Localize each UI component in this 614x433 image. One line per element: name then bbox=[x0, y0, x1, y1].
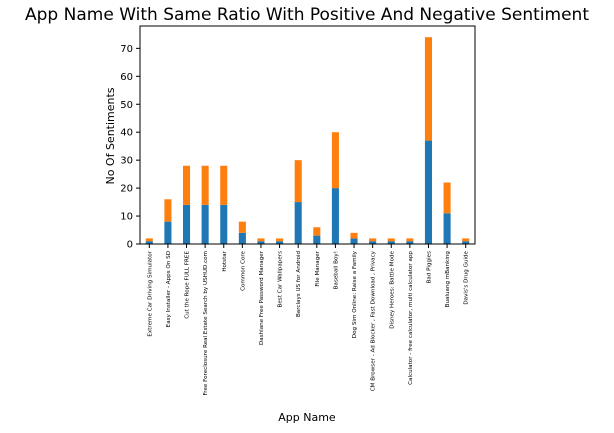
y-tick-label: 50 bbox=[120, 100, 133, 111]
x-tick-label: Baseball Boy! bbox=[333, 251, 339, 289]
x-tick-label: Easy Installer - Apps On SD bbox=[166, 251, 172, 327]
bar-segment-series-1 bbox=[387, 241, 395, 244]
x-tick-label: Extreme Car Driving Simulator bbox=[147, 250, 153, 336]
bar-segment-series-2 bbox=[145, 238, 153, 242]
x-axis-label: App Name bbox=[278, 411, 336, 424]
x-tick-label: Cut the Rope FULL FREE bbox=[185, 251, 191, 319]
bar-segment-series-2 bbox=[406, 238, 414, 242]
bar-segment-series-1 bbox=[257, 241, 265, 244]
bar-segment-series-1 bbox=[145, 241, 153, 244]
bar-segment-series-2 bbox=[294, 160, 302, 203]
x-tick-label: Common Core bbox=[240, 250, 246, 290]
bar-segment-series-1 bbox=[350, 238, 358, 244]
bar-segment-series-2 bbox=[257, 238, 265, 242]
y-tick-label: 70 bbox=[120, 44, 133, 55]
x-tick-label: Barclays US for Android bbox=[296, 251, 302, 317]
bar-segment-series-2 bbox=[369, 238, 377, 242]
bar-segment-series-1 bbox=[164, 221, 172, 244]
plot-area: 0 10 20 30 40 50 60 70 Extreme Car Driving Simul… bbox=[120, 25, 476, 396]
x-tick-label: Davis's Drug Guide bbox=[464, 250, 470, 304]
bar-segment-series-1 bbox=[331, 188, 339, 244]
bar-segment-series-2 bbox=[424, 37, 433, 141]
bar-segment-series-1 bbox=[313, 235, 321, 244]
bar-segment-series-2 bbox=[331, 132, 339, 189]
y-tick-label: 0 bbox=[127, 240, 133, 251]
y-tick-label: 40 bbox=[120, 128, 133, 139]
bar-segment-series-1 bbox=[276, 241, 284, 244]
bar-segment-series-2 bbox=[201, 165, 209, 205]
bar-segment-series-2 bbox=[462, 238, 470, 242]
bar-segment-series-2 bbox=[220, 165, 228, 205]
x-tick-label: CM Browser - Ad Blocker , Fast Download … bbox=[371, 250, 377, 391]
x-tick-label: Free Foreclosure Real Estate Search by U… bbox=[203, 251, 209, 396]
y-tick-label: 20 bbox=[120, 184, 133, 195]
bar-segment-series-2 bbox=[350, 232, 358, 239]
bar-segment-series-2 bbox=[387, 238, 395, 242]
x-tick-label: Bualuang mBanking bbox=[445, 251, 451, 308]
x-tick-label: Hotstar bbox=[222, 250, 228, 271]
bar-segment-series-1 bbox=[462, 241, 470, 244]
x-tick-label: Bad Piggies bbox=[426, 251, 432, 283]
bar-segment-series-1 bbox=[406, 241, 414, 244]
bar-segment-series-2 bbox=[182, 165, 191, 205]
x-tick-label: Disney Heroes: Battle Mode bbox=[389, 250, 395, 328]
bar-segment-series-1 bbox=[238, 232, 246, 244]
bar-segment-series-1 bbox=[201, 204, 209, 244]
bar-segment-series-1 bbox=[443, 213, 451, 244]
x-tick-label: Dog Sim Online: Raise a Family bbox=[352, 250, 358, 338]
bar-segment-series-2 bbox=[443, 182, 451, 214]
bar-segment-series-2 bbox=[164, 199, 172, 222]
y-tick-label: 30 bbox=[120, 156, 133, 167]
x-tick-label: Calculator - free calculator, multi calc… bbox=[408, 251, 414, 385]
bar-segment-series-1 bbox=[182, 204, 191, 244]
x-tick-label: Best Car Wallpapers bbox=[278, 251, 284, 308]
plot-frame bbox=[139, 25, 476, 245]
bar-segment-series-2 bbox=[276, 238, 284, 242]
x-tick-label: File Manager bbox=[315, 250, 321, 286]
bar-segment-series-1 bbox=[424, 140, 433, 244]
y-tick-label: 60 bbox=[120, 72, 133, 83]
bar-segment-series-1 bbox=[294, 202, 302, 244]
bar-segment-series-2 bbox=[238, 221, 246, 233]
bar-segment-series-1 bbox=[220, 204, 228, 244]
y-tick-label: 10 bbox=[120, 212, 133, 223]
x-tick-label: Dashlane Free Password Manager bbox=[259, 250, 265, 345]
chart-title: App Name With Same Ratio With Positive A… bbox=[25, 5, 589, 25]
y-axis-label: No Of Sentiments bbox=[104, 87, 117, 184]
bar-segment-series-2 bbox=[313, 227, 321, 236]
bar-segment-series-1 bbox=[369, 241, 377, 244]
